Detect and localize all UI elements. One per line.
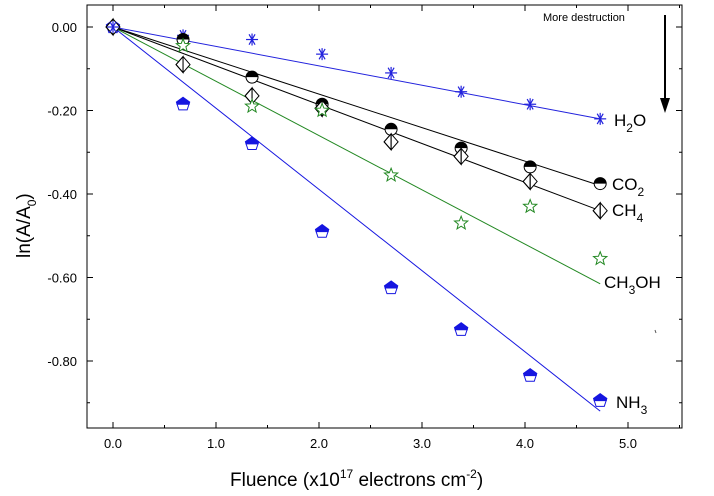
data-point-ch3oh: [175, 37, 192, 53]
data-point-origin-h2o: [107, 21, 119, 33]
data-point-nh3: [244, 136, 260, 151]
data-point-nh3: [383, 280, 399, 295]
x-tick-label: 1.0: [207, 436, 225, 451]
data-point-h2o: [385, 66, 398, 79]
data-point-nh3: [592, 393, 608, 407]
data-point-ch3oh: [244, 97, 261, 114]
y-tick-label: -0.20: [47, 104, 77, 119]
data-point-h2o: [455, 85, 468, 98]
fit-line-co2: [112, 26, 601, 187]
fit-line-h2o: [112, 26, 601, 120]
axes: 0.0 1.0 2.0 3.0 4.0 5.0 0.00 -0.20 -0.40 -0.60 -0.…: [47, 5, 682, 451]
data-point-ch3oh: [592, 250, 609, 266]
x-tick-label: 4.0: [516, 436, 534, 451]
data-point-ch4: [175, 55, 191, 74]
x-tick-label: 5.0: [619, 436, 637, 451]
fit-line-ch4: [112, 26, 601, 212]
destruction-arrow-head: [660, 98, 670, 113]
data-point-ch4: [453, 147, 469, 166]
data-point-ch3oh: [522, 198, 539, 214]
x-tick-label: 0.0: [104, 436, 122, 451]
x-tick-label: 3.0: [413, 436, 431, 451]
data-point-co2: [245, 70, 259, 84]
stray-mark: [654, 329, 657, 334]
y-tick-label: -0.40: [47, 187, 77, 202]
data-point-h2o: [594, 112, 607, 125]
data-point-h2o: [246, 33, 259, 46]
annotation-more-destruction: More destruction: [543, 12, 625, 24]
data-point-co2: [176, 33, 190, 47]
y-axis-title: ln(A/A0): [14, 193, 39, 258]
data-point-ch3oh: [383, 166, 400, 182]
data-point-h2o: [316, 48, 329, 61]
data-point-nh3: [314, 223, 330, 238]
data-point-co2: [384, 122, 398, 136]
data-point-ch4: [592, 201, 608, 221]
data-point-ch3oh: [314, 102, 331, 118]
data-point-nh3: [175, 96, 191, 111]
x-axis-title: Fluence (x1017 electrons cm-2): [230, 467, 483, 491]
fit-line-ch3oh: [112, 26, 601, 285]
data-point-co2: [593, 177, 607, 191]
fit-lines: [112, 26, 601, 412]
plot-frame: [86, 4, 683, 429]
series-label-ch4: CH4: [612, 201, 644, 225]
y-tick-label: -0.60: [47, 271, 77, 286]
series-label-ch3oh: CH3OH: [604, 273, 661, 297]
data-point-ch4: [522, 172, 538, 191]
series-label-co2: CO2: [612, 175, 645, 199]
series-label-h2o: H2O: [614, 111, 646, 135]
fit-line-nh3: [112, 26, 601, 412]
y-tick-label: 0.00: [52, 20, 77, 35]
data-point-nh3: [522, 367, 538, 382]
data-point-ch4: [383, 132, 399, 152]
data-point-ch3oh: [453, 214, 470, 231]
x-tick-label: 2.0: [310, 436, 328, 451]
data-point-nh3: [453, 322, 469, 336]
y-tick-label: -0.80: [47, 354, 77, 369]
series-label-nh3: NH3: [616, 393, 648, 417]
data-point-h2o: [524, 98, 537, 111]
data-markers: [105, 17, 609, 407]
data-point-co2: [523, 160, 537, 174]
